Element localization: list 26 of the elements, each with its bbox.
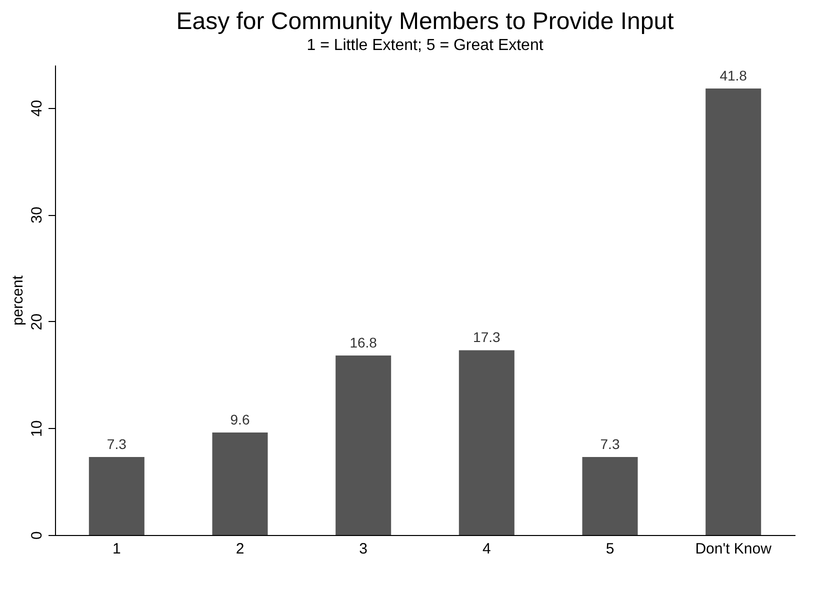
x-tick-label: 1 xyxy=(112,540,121,558)
chart-subtitle: 1 = Little Extent; 5 = Great Extent xyxy=(306,37,544,54)
data-label: 7.3 xyxy=(106,436,127,452)
y-tick-label: 40 xyxy=(28,100,46,117)
x-tick-label: 2 xyxy=(236,540,244,558)
x-tick-label: 3 xyxy=(359,540,368,558)
data-label: 16.8 xyxy=(350,334,378,351)
y-tick-label: 10 xyxy=(28,420,46,438)
x-tick-label: Don't Know xyxy=(695,540,772,558)
bar xyxy=(336,356,392,535)
bar xyxy=(212,432,268,535)
y-tick-label: 30 xyxy=(28,206,46,224)
y-axis-title: percent xyxy=(10,274,26,326)
x-tick-label: 5 xyxy=(606,540,614,558)
data-label: 17.3 xyxy=(473,329,501,346)
chart-title: Easy for Community Members to Provide Input xyxy=(176,8,674,35)
data-label: 9.6 xyxy=(230,411,250,428)
bar xyxy=(582,457,638,535)
bar xyxy=(706,88,762,535)
x-tick-label: 4 xyxy=(482,540,491,558)
bar xyxy=(458,350,514,535)
bar xyxy=(88,457,144,535)
y-tick-label: 0 xyxy=(28,531,46,540)
y-tick-label: 20 xyxy=(28,314,46,330)
data-label: 7.3 xyxy=(600,436,620,452)
data-label: 41.8 xyxy=(720,68,748,84)
